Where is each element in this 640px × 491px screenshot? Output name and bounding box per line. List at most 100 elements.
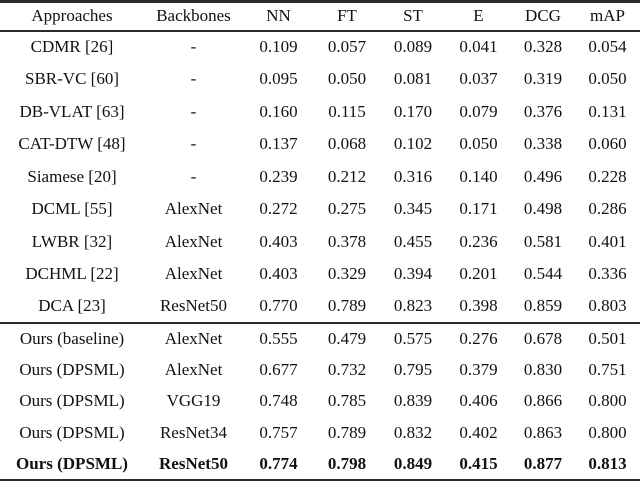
approach-cell: Ours (DPSML) xyxy=(19,391,125,411)
metric-cell: 0.345 xyxy=(393,199,433,219)
metric-cell: 0.336 xyxy=(588,264,627,284)
column-header-map: mAP xyxy=(575,1,640,32)
metric-cell: 0.131 xyxy=(588,101,627,121)
table-body: CDMR [26] - 0.109 0.057 0.089 0.041 0.328 0.054… xyxy=(0,31,640,480)
metric-cell: 0.212 xyxy=(327,166,367,186)
table-row: LWBR [32] AlexNet 0.403 0.378 0.455 0.236 0.58… xyxy=(0,226,640,259)
metric-cell: 0.849 xyxy=(393,453,433,473)
approach-cell: DCML [55] xyxy=(31,199,113,219)
metric-cell: 0.338 xyxy=(523,134,563,154)
metric-cell: 0.863 xyxy=(523,422,563,442)
approach-cell: SBR-VC [60] xyxy=(25,69,119,89)
metric-cell: 0.402 xyxy=(459,422,498,442)
approach-cell: Ours (DPSML) xyxy=(19,360,125,380)
metric-cell: 0.813 xyxy=(588,453,627,473)
metric-cell: 0.115 xyxy=(328,101,366,121)
table-row: Ours (DPSML) ResNet34 0.757 0.789 0.832 0.402… xyxy=(0,417,640,448)
metric-cell: 0.678 xyxy=(511,321,575,355)
table-row: SBR-VC [60] - 0.095 0.050 0.081 0.037 0.319 0.0… xyxy=(0,63,640,96)
table-row: CDMR [26] - 0.109 0.057 0.089 0.041 0.328 0.054 xyxy=(0,31,640,64)
metric-cell: 0.171 xyxy=(459,199,498,219)
metric-cell: 0.328 xyxy=(523,37,563,57)
metric-cell: 0.239 xyxy=(259,166,298,186)
metric-cell: 0.089 xyxy=(393,37,433,57)
backbone-cell: AlexNet xyxy=(144,321,243,355)
table-row: Ours (DPSML) ResNet50 0.774 0.798 0.849 0.415… xyxy=(0,449,640,480)
column-header-dcg: DCG xyxy=(511,1,575,32)
table-row: Ours (DPSML) AlexNet 0.677 0.732 0.795 0.379 0… xyxy=(0,354,640,385)
metric-cell: 0.316 xyxy=(393,166,433,186)
backbone-cell: AlexNet xyxy=(164,199,223,219)
approach-cell: CDMR [26] xyxy=(30,37,114,57)
metric-cell: 0.068 xyxy=(327,134,367,154)
metric-cell: 0.286 xyxy=(588,199,627,219)
metric-cell: 0.376 xyxy=(523,101,563,121)
approach-cell: DCA [23] xyxy=(38,296,106,316)
table-row: DCHML [22] AlexNet 0.403 0.329 0.394 0.201 0.5… xyxy=(0,258,640,291)
metric-cell: 0.415 xyxy=(459,453,498,473)
metric-cell: 0.800 xyxy=(588,422,627,442)
metric-cell: 0.555 xyxy=(243,321,314,355)
metric-cell: 0.877 xyxy=(523,453,563,473)
backbone-cell: ResNet50 xyxy=(159,453,228,473)
backbone-cell: - xyxy=(190,69,197,89)
backbone-cell: - xyxy=(190,37,197,57)
metric-cell: 0.329 xyxy=(327,264,367,284)
column-header-st: ST xyxy=(380,1,446,32)
table-row: CAT-DTW [48] - 0.137 0.068 0.102 0.050 0.338 0.… xyxy=(0,128,640,161)
metric-cell: 0.798 xyxy=(327,453,367,473)
metric-cell: 0.228 xyxy=(588,166,627,186)
metric-cell: 0.757 xyxy=(259,422,298,442)
metric-cell: 0.544 xyxy=(523,264,563,284)
metric-cell: 0.137 xyxy=(259,134,298,154)
backbone-cell: - xyxy=(190,134,197,154)
metric-cell: 0.379 xyxy=(459,360,498,380)
metric-cell: 0.677 xyxy=(259,360,298,380)
metric-cell: 0.800 xyxy=(588,391,627,411)
approach-cell: DB-VLAT [63] xyxy=(19,101,125,121)
table-row: DCA [23] ResNet50 0.770 0.789 0.823 0.398 0.85… xyxy=(0,291,640,324)
metric-cell: 0.398 xyxy=(459,296,498,316)
metric-cell: 0.751 xyxy=(588,360,627,380)
backbone-cell: AlexNet xyxy=(164,264,223,284)
metric-cell: 0.403 xyxy=(259,264,298,284)
metric-cell: 0.770 xyxy=(259,296,298,316)
metric-cell: 0.160 xyxy=(259,101,298,121)
table-row: Ours (DPSML) VGG19 0.748 0.785 0.839 0.406 0.8… xyxy=(0,386,640,417)
metric-cell: 0.037 xyxy=(459,69,498,89)
backbone-cell: ResNet50 xyxy=(159,296,228,316)
approach-cell: Ours (baseline) xyxy=(0,321,144,355)
metric-cell: 0.795 xyxy=(393,360,433,380)
results-table: Approaches Backbones NN FT ST E DCG mAP CDMR [2… xyxy=(0,0,640,481)
metric-cell: 0.272 xyxy=(259,199,298,219)
metric-cell: 0.789 xyxy=(327,422,367,442)
metric-cell: 0.401 xyxy=(588,231,627,251)
header-row: Approaches Backbones NN FT ST E DCG mAP xyxy=(0,1,640,32)
metric-cell: 0.479 xyxy=(314,321,380,355)
backbone-cell: AlexNet xyxy=(164,231,223,251)
approach-cell: Ours (DPSML) xyxy=(16,453,128,473)
metric-cell: 0.050 xyxy=(327,69,367,89)
approach-cell: LWBR [32] xyxy=(31,231,113,251)
metric-cell: 0.236 xyxy=(459,231,498,251)
metric-cell: 0.319 xyxy=(523,69,563,89)
metric-cell: 0.378 xyxy=(327,231,367,251)
metric-cell: 0.276 xyxy=(446,321,511,355)
metric-cell: 0.496 xyxy=(523,166,563,186)
column-header-approaches: Approaches xyxy=(0,1,144,32)
metric-cell: 0.832 xyxy=(393,422,433,442)
column-header-backbones: Backbones xyxy=(144,1,243,32)
table-row: DCML [55] AlexNet 0.272 0.275 0.345 0.171 0.49… xyxy=(0,193,640,226)
backbone-cell: VGG19 xyxy=(166,391,221,411)
backbone-cell: - xyxy=(190,101,197,121)
metric-cell: 0.732 xyxy=(327,360,367,380)
approach-cell: CAT-DTW [48] xyxy=(18,134,126,154)
metric-cell: 0.581 xyxy=(523,231,563,251)
metric-cell: 0.060 xyxy=(588,134,627,154)
column-header-nn: NN xyxy=(243,1,314,32)
metric-cell: 0.050 xyxy=(588,69,627,89)
metric-cell: 0.748 xyxy=(259,391,298,411)
metric-cell: 0.823 xyxy=(393,296,433,316)
metric-cell: 0.275 xyxy=(327,199,367,219)
